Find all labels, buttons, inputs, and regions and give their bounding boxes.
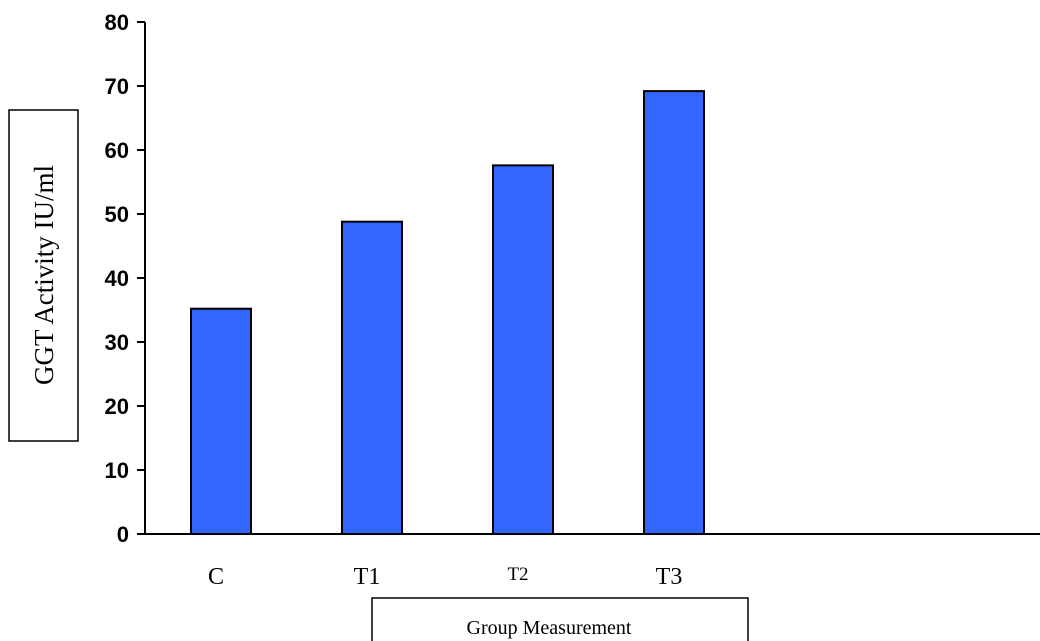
y-tick-label: 20 xyxy=(105,394,129,419)
x-tick-label-t3: T3 xyxy=(656,564,683,590)
y-tick-label: 30 xyxy=(105,330,129,355)
axes-layer xyxy=(144,22,1040,535)
y-tick-label: 10 xyxy=(105,458,129,483)
y-tick-label: 80 xyxy=(105,10,129,35)
y-tick-label: 0 xyxy=(117,522,129,547)
bar-t1 xyxy=(341,220,403,535)
y-tick-label: 40 xyxy=(105,266,129,291)
x-tick-label-c: C xyxy=(208,564,224,590)
y-axis-title: GGT Activity IU/ml xyxy=(29,165,59,385)
y-tick-label: 60 xyxy=(105,138,129,163)
y-tick-label: 70 xyxy=(105,74,129,99)
x-axis-title: Group Measurement xyxy=(467,617,632,639)
y-ticks: 0 10 20 30 40 50 60 70 80 xyxy=(105,10,145,547)
x-tick-label-t1: T1 xyxy=(354,564,381,590)
x-ticks: C T1 T2 T3 xyxy=(208,564,682,590)
bar-t3 xyxy=(643,90,705,536)
bar-c xyxy=(190,307,252,535)
y-axis-title-box: GGT Activity IU/ml xyxy=(8,109,79,442)
x-axis-title-box: Group Measurement xyxy=(371,597,749,641)
y-tick-label: 50 xyxy=(105,202,129,227)
bar-t2 xyxy=(492,164,554,536)
bars-layer xyxy=(190,90,705,536)
x-tick-label-t2: T2 xyxy=(507,564,528,585)
